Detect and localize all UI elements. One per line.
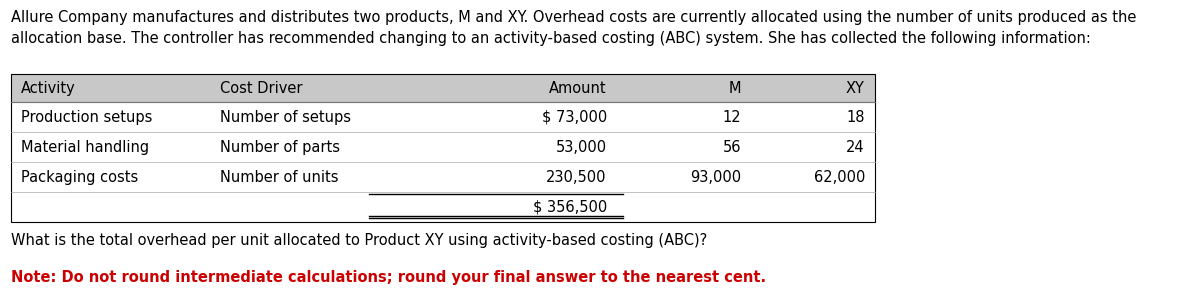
- Text: Material handling: Material handling: [22, 140, 149, 155]
- Text: What is the total overhead per unit allocated to Product XY using activity-based: What is the total overhead per unit allo…: [11, 233, 708, 248]
- Text: Cost Driver: Cost Driver: [220, 81, 302, 96]
- Text: 56: 56: [722, 140, 740, 155]
- Text: $ 356,500: $ 356,500: [533, 200, 607, 214]
- Text: 12: 12: [722, 110, 740, 125]
- Text: Number of units: Number of units: [220, 170, 338, 184]
- Text: XY: XY: [846, 81, 865, 96]
- Text: Note: Do not round intermediate calculations; round your final answer to the nea: Note: Do not round intermediate calculat…: [11, 270, 767, 285]
- Text: Allure Company manufactures and distributes two products, M and XY. Overhead cos: Allure Company manufactures and distribu…: [11, 10, 1136, 25]
- Text: 93,000: 93,000: [690, 170, 740, 184]
- Text: M: M: [728, 81, 740, 96]
- Text: Production setups: Production setups: [22, 110, 152, 125]
- Text: allocation base. The controller has recommended changing to an activity-based co: allocation base. The controller has reco…: [11, 31, 1091, 46]
- Text: $ 73,000: $ 73,000: [541, 110, 607, 125]
- FancyBboxPatch shape: [11, 74, 875, 102]
- Text: Amount: Amount: [550, 81, 607, 96]
- Text: Number of parts: Number of parts: [220, 140, 340, 155]
- Text: 53,000: 53,000: [556, 140, 607, 155]
- Text: 18: 18: [846, 110, 865, 125]
- Text: Packaging costs: Packaging costs: [22, 170, 138, 184]
- Text: 230,500: 230,500: [546, 170, 607, 184]
- Text: 24: 24: [846, 140, 865, 155]
- Text: 62,000: 62,000: [814, 170, 865, 184]
- Text: Number of setups: Number of setups: [220, 110, 350, 125]
- Text: Activity: Activity: [22, 81, 76, 96]
